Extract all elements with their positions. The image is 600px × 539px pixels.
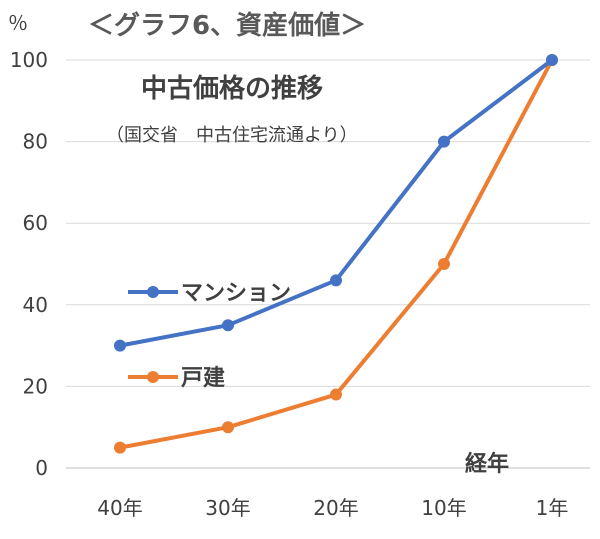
source-note: （国交省 中古住宅流通より） [106, 125, 358, 146]
legend-label-1: 戸建 [181, 366, 225, 391]
data-point [546, 54, 558, 66]
y-tick-labels: 0 20 40 60 80 100 [10, 48, 48, 480]
chart-subtitle: 中古価格の推移 [141, 73, 323, 104]
x-tick-labels: 40年 30年 20年 10年 1年 [97, 496, 568, 520]
data-point [114, 441, 126, 454]
data-point [330, 388, 342, 401]
y-tick-label: 100 [10, 48, 48, 72]
y-tick-label: 20 [23, 374, 48, 398]
x-axis-label: 経年 [465, 451, 509, 477]
data-point [114, 339, 126, 352]
x-tick-label: 1年 [536, 496, 569, 520]
y-tick-label: 40 [23, 293, 48, 317]
legend-marker-1 [147, 371, 159, 383]
y-tick-label: 0 [35, 456, 48, 480]
x-tick-label: 20年 [313, 496, 358, 520]
y-tick-label: 80 [23, 130, 48, 154]
series-points [114, 54, 558, 454]
x-tick-label: 40年 [97, 496, 142, 520]
data-point [222, 319, 234, 332]
data-point [438, 135, 450, 148]
x-tick-label: 10年 [421, 496, 466, 520]
x-tick-label: 30年 [205, 496, 250, 520]
chart-title: ＜グラフ6、資産価値＞ [88, 10, 366, 41]
y-axis-unit-label: ％ [8, 11, 28, 35]
data-point [222, 421, 234, 434]
legend-marker-0 [147, 286, 159, 298]
y-tick-label: 60 [23, 211, 48, 235]
legend-label-0: マンション [181, 281, 291, 306]
data-point [438, 258, 450, 270]
data-point [330, 274, 342, 287]
gridlines [66, 59, 590, 469]
